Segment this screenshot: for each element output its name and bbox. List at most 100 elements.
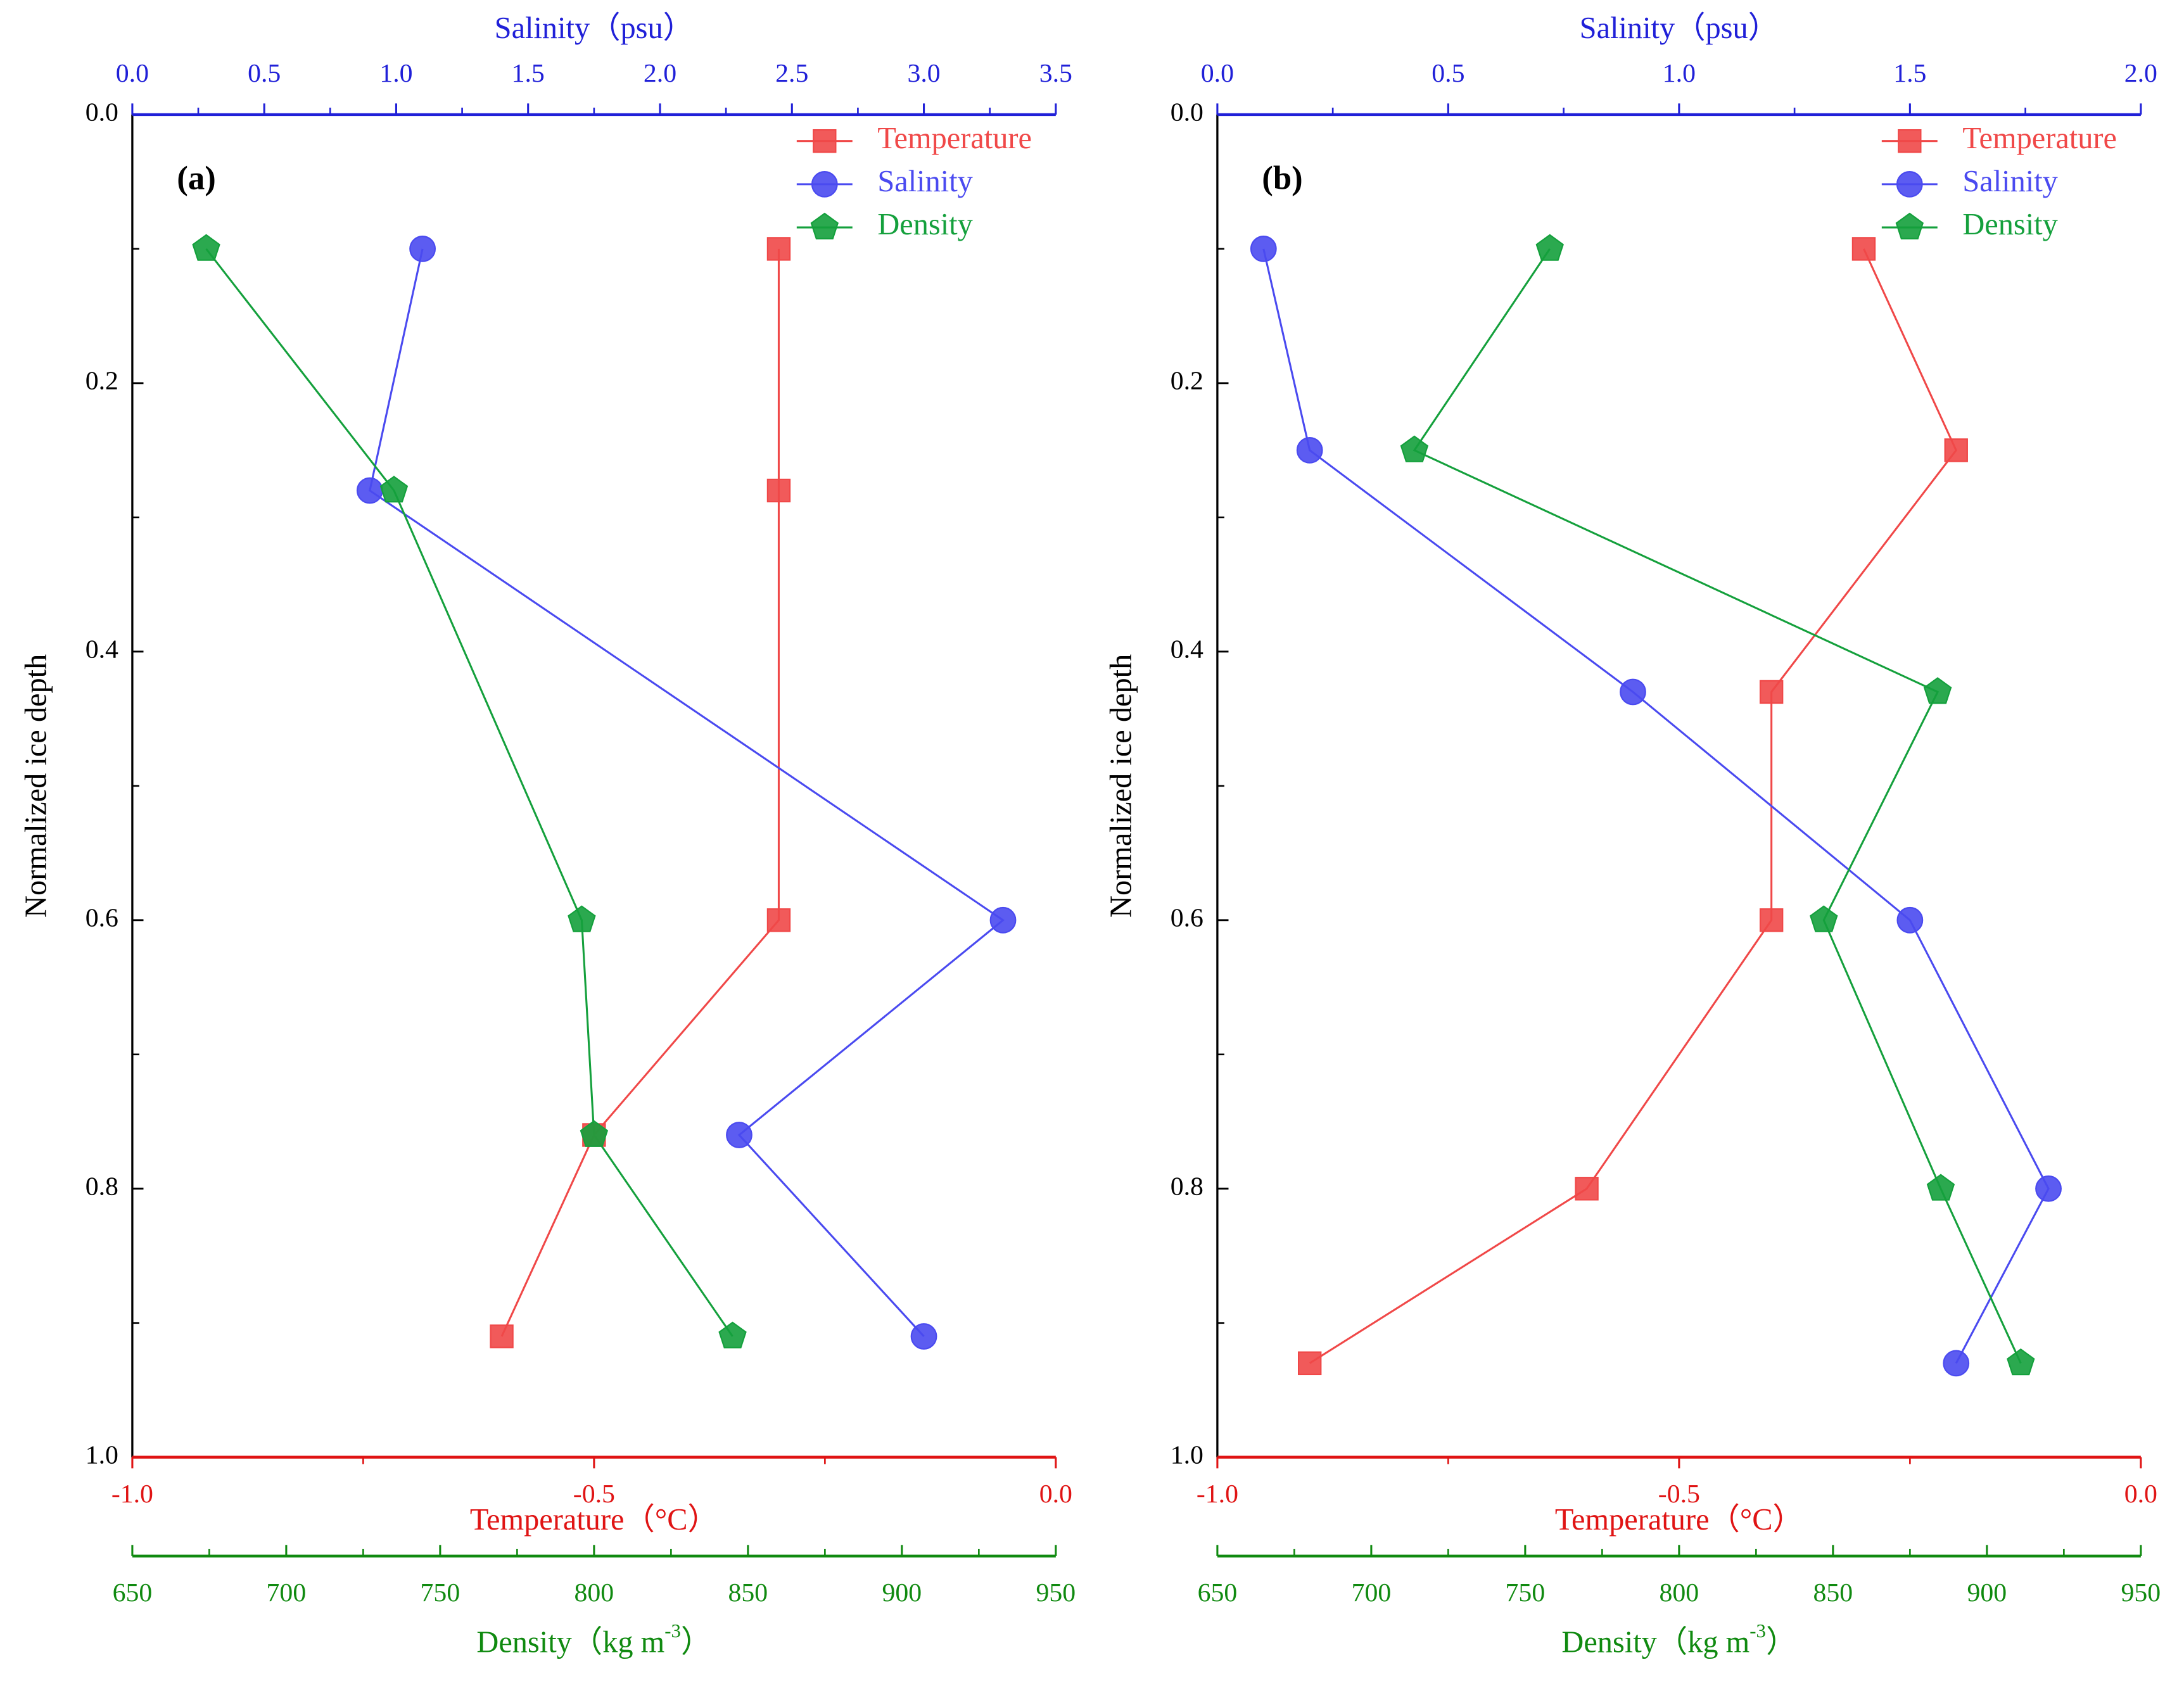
marker — [1895, 212, 1924, 239]
legend-label: Temperature — [1962, 122, 2117, 155]
marker — [409, 236, 436, 262]
x-axis-label-text: Density（kg m — [476, 1626, 664, 1659]
x-tick-label: 900 — [882, 1578, 922, 1607]
marker — [726, 1122, 752, 1148]
x-axis-label: Salinity（psu） — [1580, 11, 1779, 45]
marker — [568, 905, 596, 932]
marker — [1250, 236, 1277, 262]
marker — [718, 1321, 747, 1348]
y-tick-label: 0.4 — [1171, 635, 1203, 664]
x-tick-label: 0.5 — [248, 59, 281, 88]
y-tick-label: 1.0 — [1171, 1440, 1203, 1469]
x-axis-label-sup: -3 — [1749, 1620, 1766, 1642]
y-tick-label: 0.0 — [1171, 98, 1203, 127]
panel-label: (b) — [1262, 160, 1302, 197]
x-tick-label: 700 — [1352, 1578, 1392, 1607]
y-tick-label: 0.4 — [86, 635, 118, 664]
marker — [766, 908, 791, 932]
x-axis-label: Temperature（°C） — [470, 1503, 718, 1537]
x-tick-label: 900 — [1967, 1578, 2007, 1607]
y-axis-label: Normalized ice depth — [1105, 654, 1138, 918]
x-axis-label: Salinity（psu） — [495, 11, 694, 45]
series-line — [1262, 248, 2050, 1364]
y-tick-label: 0.0 — [86, 98, 118, 127]
series-line — [205, 248, 733, 1337]
marker — [1400, 435, 1429, 462]
marker — [1759, 680, 1784, 704]
legend-label: Salinity — [877, 165, 972, 198]
x-axis-label-text: Density（kg m — [1561, 1626, 1749, 1659]
marker — [1851, 237, 1876, 261]
marker — [766, 478, 791, 503]
x-tick-label: 650 — [113, 1578, 153, 1607]
x-tick-label: 0.0 — [1201, 59, 1234, 88]
y-tick-label: 0.8 — [1171, 1172, 1203, 1201]
marker — [1926, 1174, 1955, 1201]
marker — [811, 170, 838, 198]
marker — [192, 234, 220, 261]
marker — [1575, 1177, 1599, 1201]
marker — [1535, 234, 1564, 261]
x-tick-label: 3.0 — [907, 59, 940, 88]
x-axis-label-text: Temperature（°C） — [470, 1503, 718, 1537]
series-line — [369, 248, 1005, 1338]
y-tick-label: 0.6 — [86, 903, 118, 932]
x-axis-label-sup: -3 — [664, 1620, 681, 1642]
marker — [1810, 905, 1838, 932]
x-tick-label: -0.5 — [573, 1480, 615, 1509]
x-tick-label: 750 — [421, 1578, 460, 1607]
marker — [1620, 678, 1646, 706]
x-tick-label: 3.5 — [1039, 59, 1072, 88]
y-tick-label: 0.2 — [86, 366, 118, 395]
legend-label: Temperature — [877, 122, 1032, 155]
marker — [1298, 1351, 1322, 1376]
marker — [1896, 906, 1924, 934]
x-tick-label: 1.0 — [1663, 59, 1696, 88]
x-axis-label: Temperature（°C） — [1555, 1503, 1803, 1537]
x-tick-label: 2.5 — [775, 59, 808, 88]
x-tick-label: 700 — [267, 1578, 307, 1607]
marker — [2035, 1175, 2062, 1202]
marker — [580, 1120, 609, 1147]
x-tick-label: 0.5 — [1432, 59, 1464, 88]
panel: 0.0 0.2 0.4 0.6 0.8 1.0 Normalized ice depth 0.… — [20, 11, 1076, 1659]
x-tick-label: 0.0 — [116, 59, 149, 88]
y-tick-label: 0.6 — [1171, 903, 1203, 932]
x-tick-label: 650 — [1198, 1578, 1238, 1607]
marker — [810, 212, 839, 239]
marker — [1898, 129, 1922, 153]
x-axis-label-end: ） — [1766, 1626, 1796, 1659]
legend-label: Density — [877, 208, 972, 241]
x-axis-label-text: Salinity（psu） — [495, 11, 694, 45]
x-axis-label-text: Temperature（°C） — [1555, 1503, 1803, 1537]
legend-label: Density — [1962, 208, 2057, 241]
x-tick-label: 2.0 — [644, 59, 676, 88]
panel-label: (a) — [177, 160, 216, 197]
marker — [2007, 1348, 2035, 1376]
x-tick-label: 0.0 — [1039, 1480, 1072, 1509]
x-tick-label: 1.5 — [1893, 59, 1926, 88]
marker — [1296, 436, 1323, 464]
series-line — [1413, 248, 2022, 1364]
x-tick-label: 1.0 — [379, 59, 412, 88]
marker — [1943, 1350, 1970, 1377]
marker — [989, 906, 1017, 934]
y-tick-label: 1.0 — [86, 1440, 118, 1469]
x-tick-label: -1.0 — [111, 1480, 153, 1509]
marker — [1923, 677, 1952, 704]
y-tick-label: 0.8 — [86, 1172, 118, 1201]
x-tick-label: -0.5 — [1658, 1480, 1700, 1509]
y-axis-label: Normalized ice depth — [20, 654, 53, 918]
legend-label: Salinity — [1962, 165, 2057, 198]
x-tick-label: 2.0 — [2124, 59, 2157, 88]
x-tick-label: 0.0 — [2124, 1480, 2157, 1509]
x-tick-label: 850 — [728, 1578, 768, 1607]
x-tick-label: 950 — [2121, 1578, 2161, 1607]
marker — [490, 1324, 514, 1348]
marker — [766, 237, 791, 261]
x-tick-label: 750 — [1506, 1578, 1546, 1607]
marker — [910, 1323, 937, 1350]
x-tick-label: 1.5 — [512, 59, 545, 88]
x-tick-label: 950 — [1036, 1578, 1076, 1607]
